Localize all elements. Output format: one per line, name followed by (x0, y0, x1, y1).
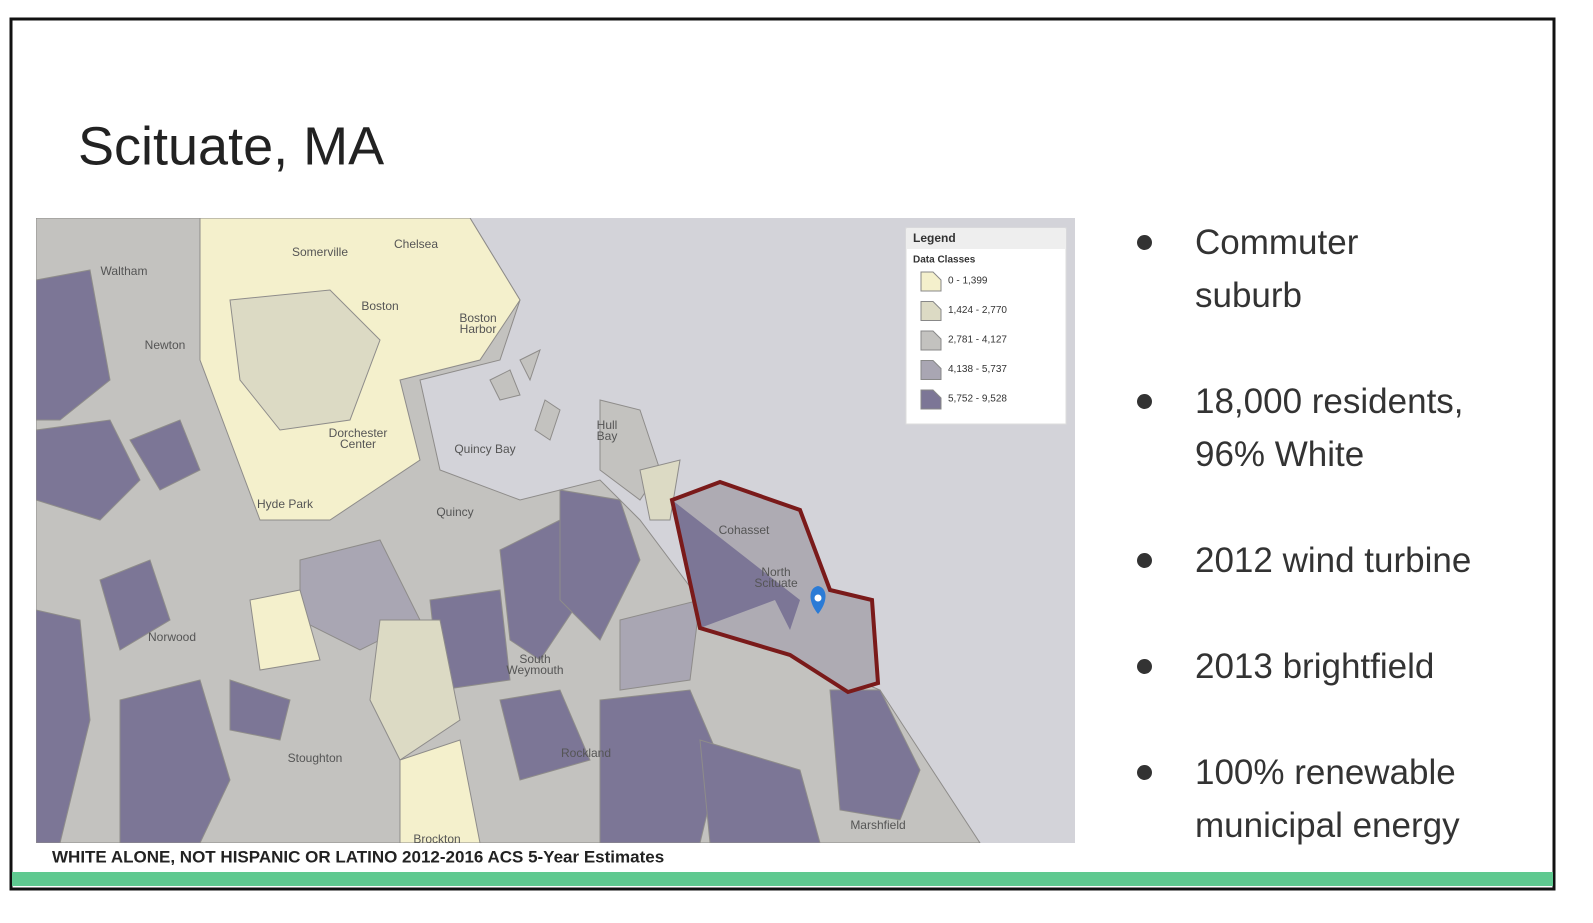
place-label-line: Norwood (148, 630, 196, 644)
place-label-line: Weymouth (506, 663, 563, 677)
place-label-line: Dorchester (329, 426, 388, 440)
legend-swatch (920, 271, 942, 292)
place-label: Waltham (101, 264, 148, 278)
place-label-line: Quincy (436, 505, 473, 519)
place-label: Quincy Bay (454, 442, 515, 456)
place-label-line: Harbor (460, 322, 497, 336)
place-label-line: Cohasset (719, 523, 770, 537)
bullet-list: Commuter suburb 18,000 residents, 96% Whi… (1135, 216, 1475, 905)
place-label-line: Quincy Bay (454, 442, 515, 456)
legend-swatch (920, 360, 942, 380)
place-label-line: Rockland (561, 746, 611, 760)
place-label: Marshfield (850, 818, 905, 832)
place-label: Somerville (292, 245, 348, 259)
legend-label: 2,781 - 4,127 (948, 335, 1007, 346)
place-label: Rockland (561, 746, 611, 760)
place-label-line: Boston (361, 299, 398, 313)
place-label-line: Scituate (754, 576, 798, 590)
place-label: Boston Harbor (459, 311, 496, 336)
legend: Legend Data Classes 0 - 1,399 1,424 - 2,7… (905, 227, 1067, 425)
place-label-line: South (519, 652, 550, 666)
place-label-line: Chelsea (394, 237, 438, 251)
legend-swatch (920, 330, 942, 351)
place-label: Cohasset (719, 523, 770, 537)
place-label-line: North (761, 565, 790, 579)
legend-header (907, 229, 1065, 249)
legend-title: Legend (913, 231, 956, 245)
place-label: Stoughton (288, 751, 343, 765)
place-label-line: Brockton (413, 832, 460, 846)
place-label: South Weymouth (506, 652, 563, 677)
scituate-outline (669, 479, 881, 695)
place-label: Chelsea (394, 237, 438, 251)
place-label: Hyde Park (257, 497, 314, 511)
place-label-line: Newton (145, 338, 186, 352)
legend-label: 5,752 - 9,528 (948, 394, 1007, 405)
place-label: Dorchester Center (329, 426, 388, 451)
scituate-inner (672, 482, 878, 692)
place-label-line: Somerville (292, 245, 348, 259)
map-caption: WHITE ALONE, NOT HISPANIC OR LATINO 2012… (52, 847, 664, 866)
slide-title: Scituate, MA (78, 116, 384, 176)
bullet-item: Commuter suburb (1135, 216, 1475, 322)
legend-swatch (920, 389, 942, 410)
place-label-line: Center (340, 437, 376, 451)
place-label-line: Stoughton (288, 751, 343, 765)
place-label: Quincy (436, 505, 473, 519)
place-label: Brockton (413, 832, 460, 846)
place-label: Hull Bay (597, 418, 618, 443)
accent-bar (12, 872, 1553, 886)
bullet-item: 2013 brightfield (1135, 640, 1475, 693)
place-label-line: Bay (597, 429, 618, 443)
bullet-item: 18,000 residents, 96% White (1135, 375, 1475, 481)
place-label: Boston (361, 299, 398, 313)
legend-label: 4,138 - 5,737 (948, 364, 1007, 375)
place-label-line: Hyde Park (257, 497, 314, 511)
place-label-line: Waltham (101, 264, 148, 278)
place-label: North Scituate (754, 565, 798, 590)
legend-swatch (920, 301, 942, 321)
map-pin-dot (814, 594, 822, 602)
place-label-line: Boston (459, 311, 496, 325)
bullet-item: 100% renewable municipal energy (1135, 746, 1475, 852)
place-label: Newton (145, 338, 186, 352)
land (36, 218, 981, 843)
legend-label: 0 - 1,399 (948, 276, 988, 287)
place-label-line: Marshfield (850, 818, 905, 832)
place-label-line: Hull (597, 418, 618, 432)
bullet-item: 2012 wind turbine (1135, 534, 1475, 587)
legend-label: 1,424 - 2,770 (948, 305, 1007, 316)
place-label: Norwood (148, 630, 196, 644)
legend-subtitle: Data Classes (913, 255, 976, 266)
